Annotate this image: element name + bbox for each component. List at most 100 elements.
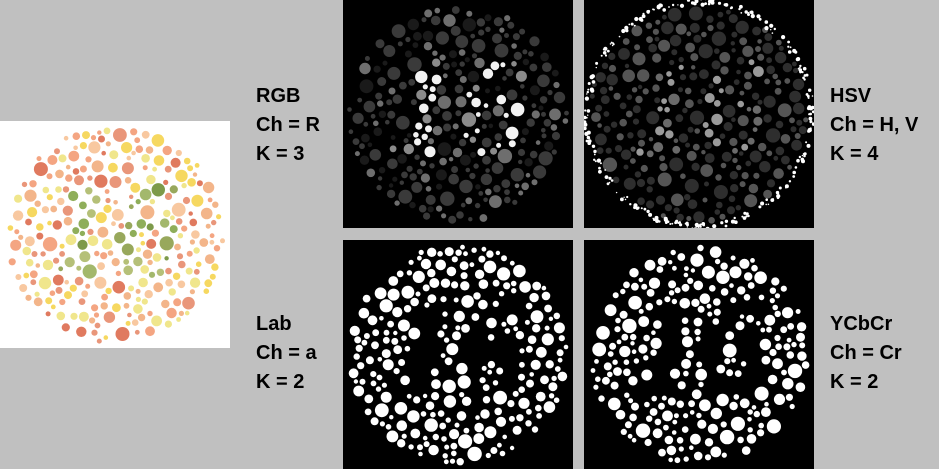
plate-dot [524,158,533,167]
plate-dot [392,307,403,318]
plate-dot [767,374,778,385]
plate-dot [704,153,715,164]
plate-dot [678,87,683,93]
plate-dot [775,79,782,86]
plate-dot [592,342,607,357]
plate-dot [610,121,618,128]
edge-noise [691,227,694,228]
plate-dot [24,189,37,202]
plate-dot [557,371,568,382]
plate-dot [443,123,452,132]
edge-noise [750,14,755,19]
plate-dot [714,209,721,215]
plate-dot [406,165,413,172]
plate-dot [199,238,209,247]
plate-dot [754,386,769,401]
plate-dot [459,392,465,398]
plate-dot [430,15,441,26]
plate-dot [612,176,620,184]
plate-dot [608,52,616,61]
plate-dot [461,112,477,127]
plate-dot [29,270,38,279]
plate-dot [475,112,481,117]
plate-dot [758,294,765,301]
plate-dot [40,251,46,257]
plate-dot [444,247,454,257]
plate-dot [30,279,37,286]
plate-dot [704,181,709,187]
plate-dot [780,285,787,292]
plate-dot [744,71,752,80]
plate-dot [359,143,365,150]
plate-dot [432,125,443,136]
plate-dot [437,95,451,109]
plate-dot [697,244,704,252]
plate-dot [652,28,659,35]
plate-dot [482,68,494,79]
plate-dot [775,39,782,46]
plate-dot [676,437,684,444]
plate-dot [442,324,448,330]
hsv-segmentation-result [584,0,814,228]
plate-dot [674,457,681,464]
plate-dot [739,314,745,319]
plate-dot [607,351,614,357]
plate-dot [72,168,80,175]
lab-label: Lab Ch = a K = 2 [256,310,317,397]
plate-dot [772,73,778,80]
plate-dot [685,99,694,109]
plate-dot [684,194,691,201]
plate-dot [787,164,792,170]
plate-dot [49,290,56,296]
plate-dot [449,50,457,59]
plate-dot [459,179,473,194]
plate-dot [514,183,520,189]
plate-dot [722,343,737,358]
plate-dot [605,147,612,154]
plate-dot [446,266,457,277]
plate-dot [781,155,790,165]
plate-dot [801,361,810,369]
plate-dot [666,445,677,456]
plate-dot [493,17,503,27]
plate-dot [164,192,173,200]
plate-dot [764,78,770,85]
plate-dot [765,128,781,143]
plate-dot [785,393,793,401]
plate-dot [85,283,91,289]
plate-dot [486,317,497,329]
edge-noise [679,223,683,227]
edge-noise [595,66,597,69]
plate-dot [695,368,707,381]
plate-dot [441,213,447,219]
plate-dot [603,362,612,371]
plate-dot [392,94,402,104]
plate-dot [82,131,90,140]
plate-dot [460,244,465,250]
plate-dot [518,190,524,196]
plate-dot [659,163,668,172]
edge-noise [808,106,813,111]
plate-dot [553,322,565,334]
plate-dot [509,260,515,266]
edge-noise [741,216,744,218]
plate-dot [147,259,153,266]
plate-dot [404,345,411,352]
edge-noise [674,221,678,225]
plate-dot [391,24,406,38]
edge-noise [666,221,668,223]
edge-noise [745,215,748,218]
plate-dot [657,106,663,112]
plate-dot [710,446,722,458]
plate-dot [456,458,464,466]
plate-dot [151,229,159,237]
plate-dot [730,41,735,46]
plate-dot [551,131,561,141]
plate-dot [658,448,666,457]
plate-dot [481,110,492,121]
plate-dot [471,313,480,321]
edge-noise [770,29,772,31]
plate-dot [749,150,762,163]
plate-dot [540,52,549,62]
edge-noise [694,227,697,228]
